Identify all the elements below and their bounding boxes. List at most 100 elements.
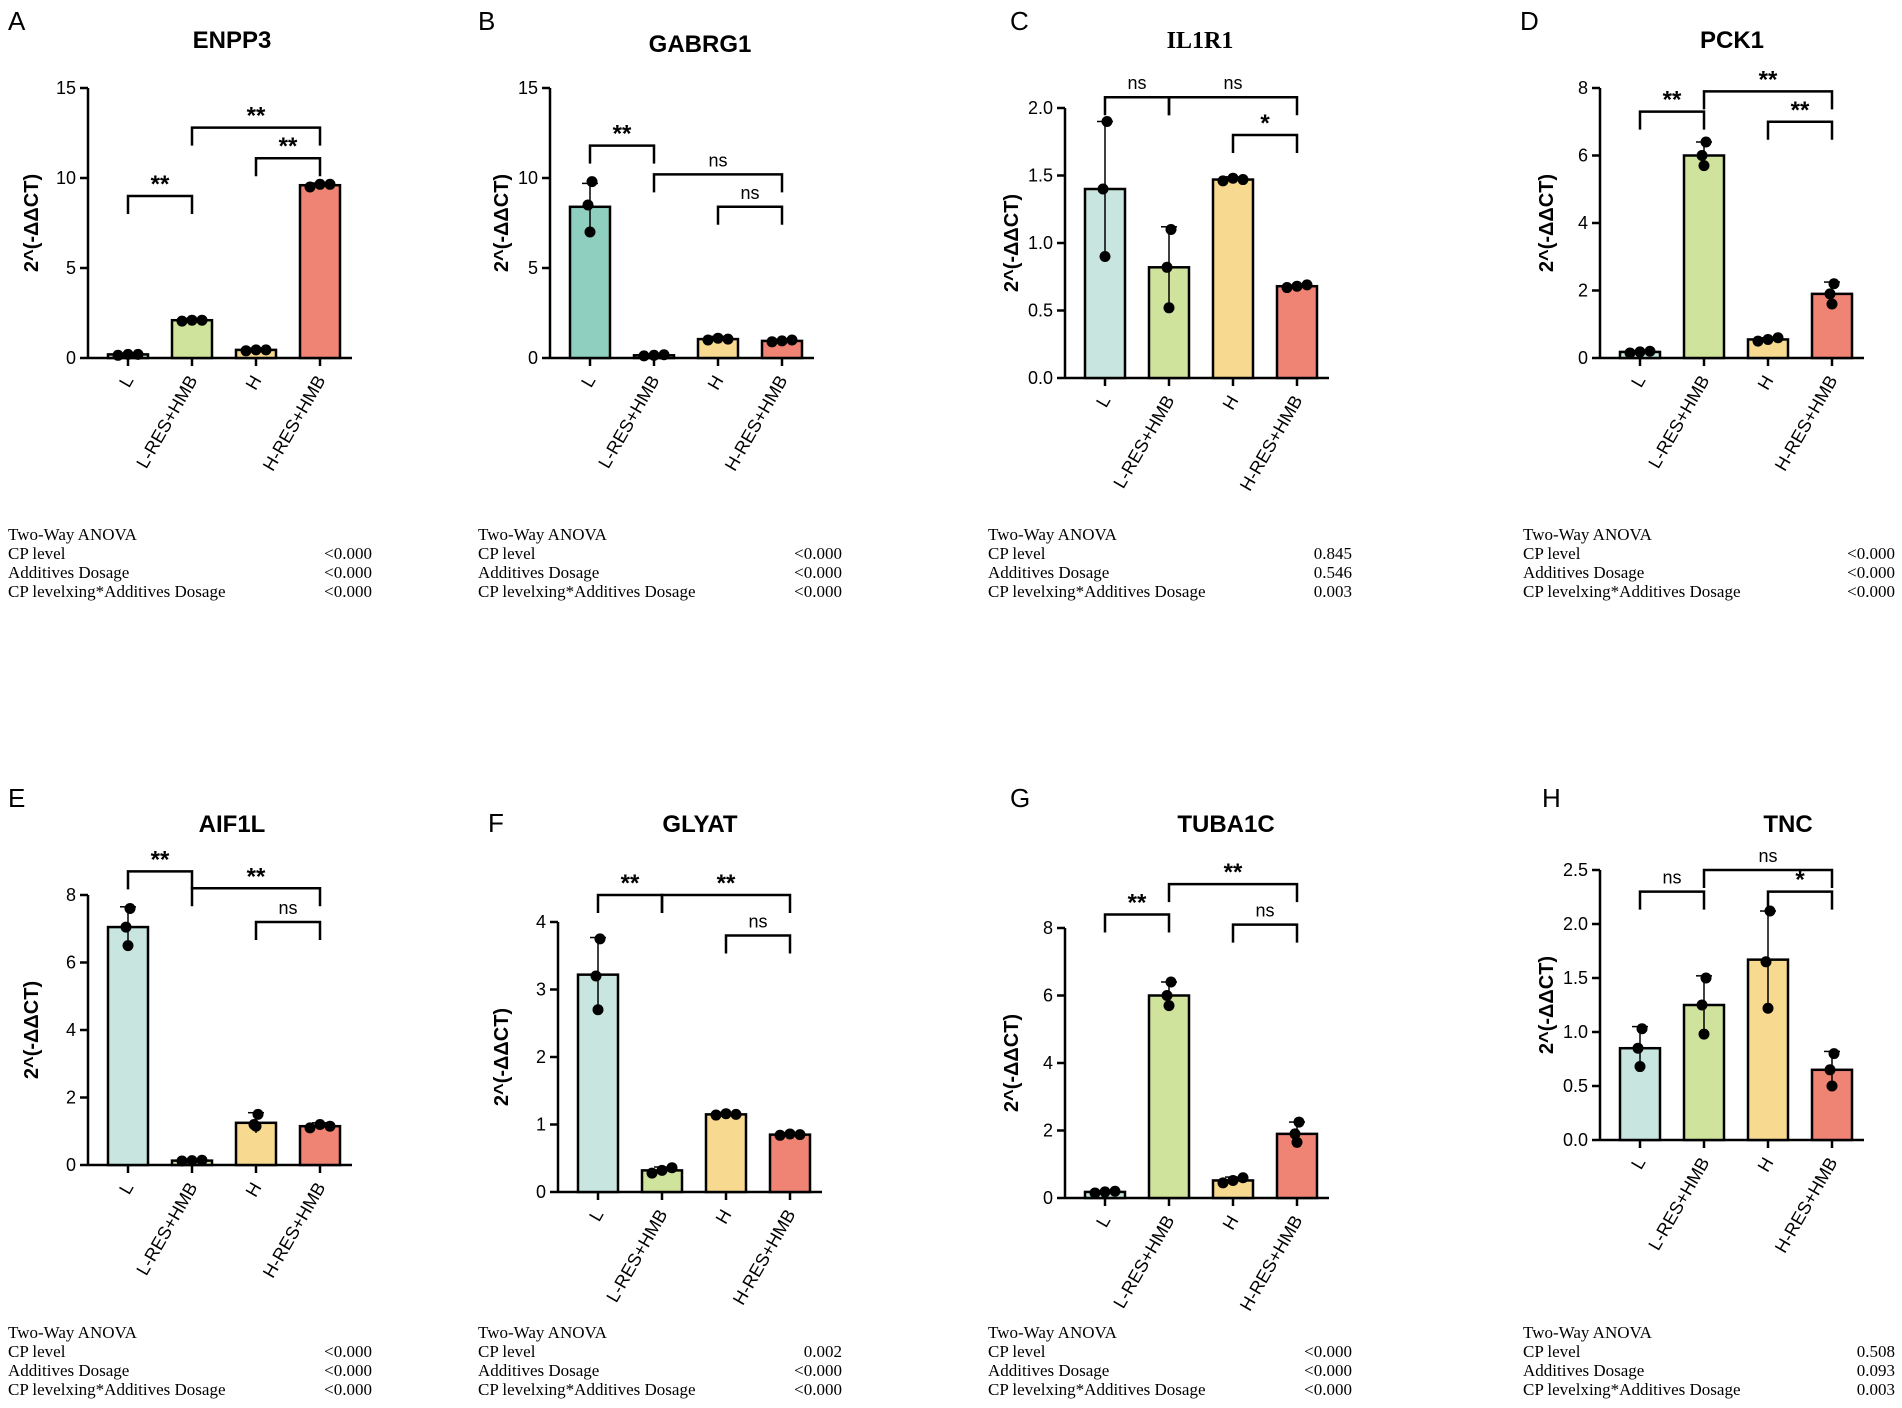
anova-p-value: 0.093 — [1857, 1361, 1895, 1380]
anova-p-value: <0.000 — [1847, 563, 1895, 582]
panel-letter: E — [8, 783, 25, 813]
data-point — [1700, 972, 1712, 984]
data-point — [766, 336, 778, 348]
bar-l — [106, 925, 150, 1167]
significance-label: ns — [1223, 73, 1242, 93]
anova-factor-label: CP level — [1523, 544, 1581, 563]
data-point — [1824, 288, 1836, 300]
significance-bracket — [724, 934, 792, 954]
data-point — [722, 333, 734, 345]
anova-factor-label: CP levelxing*Additives Dosage — [8, 582, 226, 601]
panel-e: E AIF1L 0 2 4 6 8 2^(-ΔΔCT) LL-RES+HMB HH-RES+HMB… — [8, 783, 372, 1399]
y-tick-label: 4 — [66, 1020, 76, 1040]
data-point — [1163, 302, 1175, 314]
data-point — [1632, 1042, 1644, 1054]
significance-label: ns — [740, 183, 759, 203]
anova-factor-label: Additives Dosage — [1523, 563, 1644, 582]
panel-title: PCK1 — [1700, 27, 1764, 54]
data-point — [112, 349, 124, 361]
data-point — [1764, 905, 1776, 917]
y-tick-label: 0 — [66, 1155, 76, 1175]
y-tick-label: 0 — [528, 348, 538, 368]
data-point — [1698, 160, 1710, 172]
significance-label: ** — [151, 171, 170, 198]
y-tick-label: 0 — [1578, 348, 1588, 368]
data-point — [1227, 1174, 1239, 1186]
data-point — [1700, 136, 1712, 148]
panel-g: G TUBA1C 0 2 4 6 8 2^(-ΔΔCT) LL-RES+HMB HH-RES+HM… — [988, 783, 1352, 1399]
data-point — [1099, 1186, 1111, 1198]
y-tick-label: 0 — [536, 1182, 546, 1202]
significance-bracket — [254, 156, 322, 177]
data-point — [186, 314, 198, 326]
data-point — [656, 1164, 668, 1176]
data-point — [1237, 174, 1249, 186]
y-tick-label: 6 — [66, 953, 76, 973]
data-point — [122, 348, 134, 360]
significance-bracket — [1638, 890, 1706, 910]
x-category-label: H-RES+HMB — [1771, 1154, 1842, 1256]
panel-title: IL1R1 — [1167, 28, 1234, 54]
significance-label: ns — [1255, 901, 1274, 921]
data-point — [122, 940, 134, 952]
data-point — [584, 226, 596, 238]
significance-label: * — [1260, 110, 1270, 137]
significance-label: ns — [1662, 868, 1681, 888]
anova-title: Two-Way ANOVA — [1523, 1323, 1653, 1342]
y-tick-label: 4 — [536, 912, 546, 932]
y-tick-label: 1.5 — [1563, 968, 1588, 988]
y-tick-label: 10 — [518, 168, 538, 188]
y-tick-label: 1 — [536, 1115, 546, 1135]
y-axis-label: 2^(-ΔΔCT) — [21, 174, 43, 272]
y-tick-label: 2.5 — [1563, 860, 1588, 880]
panel-f: F GLYAT 0 1 2 3 4 2^(-ΔΔCT) LL-RES+HMB HH-RES+HMB… — [478, 808, 842, 1399]
data-point — [324, 178, 336, 190]
bar-h — [704, 1113, 748, 1194]
anova-p-value: <0.000 — [794, 563, 842, 582]
y-axis-label: 2^(-ΔΔCT) — [21, 981, 43, 1079]
significance-label: ** — [279, 133, 298, 160]
panel-letter: A — [8, 6, 26, 36]
y-axis-label: 2^(-ΔΔCT) — [1536, 174, 1558, 272]
data-point — [776, 335, 788, 347]
y-tick-label: 3 — [536, 980, 546, 1000]
y-tick-label: 5 — [66, 258, 76, 278]
y-tick-label: 4 — [1043, 1053, 1053, 1073]
x-category-label: L-RES+HMB — [602, 1206, 671, 1306]
anova-p-value: <0.000 — [324, 582, 372, 601]
anova-p-value: <0.000 — [1304, 1361, 1352, 1380]
x-category-label: L — [1092, 392, 1114, 411]
x-category-label: L-RES+HMB — [594, 372, 663, 472]
x-category-label: L — [1627, 1154, 1649, 1173]
data-point — [1696, 150, 1708, 161]
panel-c: C IL1R1 0.0 0.5 1.0 1.5 2.0 2^(-ΔΔCT) LL-RES+HMB… — [988, 6, 1352, 601]
y-tick-label: 15 — [56, 78, 76, 98]
significance-bracket — [190, 126, 322, 146]
data-point — [196, 314, 208, 326]
anova-factor-label: CP level — [1523, 1342, 1581, 1361]
data-point — [1099, 251, 1111, 262]
anova-title: Two-Way ANOVA — [1523, 525, 1653, 544]
significance-label: ** — [717, 870, 736, 897]
x-category-label: H — [712, 1206, 736, 1227]
significance-bracket — [1167, 95, 1299, 116]
panel-letter: G — [1010, 783, 1030, 813]
y-tick-label: 0.0 — [1028, 368, 1053, 388]
x-category-label: L — [115, 372, 137, 391]
y-tick-label: 2 — [1578, 281, 1588, 301]
x-category-label: H — [242, 372, 266, 393]
data-point — [1752, 335, 1764, 347]
data-point — [794, 1129, 806, 1141]
anova-factor-label: Additives Dosage — [8, 563, 129, 582]
data-point — [1089, 1187, 1101, 1199]
data-point — [1644, 345, 1656, 357]
anova-p-value: 0.002 — [804, 1342, 842, 1361]
data-point — [1165, 976, 1177, 988]
anova-p-value: <0.000 — [794, 544, 842, 563]
y-tick-label: 0.5 — [1563, 1076, 1588, 1096]
data-point — [1227, 172, 1239, 184]
data-point — [1826, 1080, 1838, 1092]
x-category-label: L-RES+HMB — [1109, 1212, 1178, 1312]
data-point — [304, 181, 316, 193]
data-point — [1634, 1061, 1646, 1073]
